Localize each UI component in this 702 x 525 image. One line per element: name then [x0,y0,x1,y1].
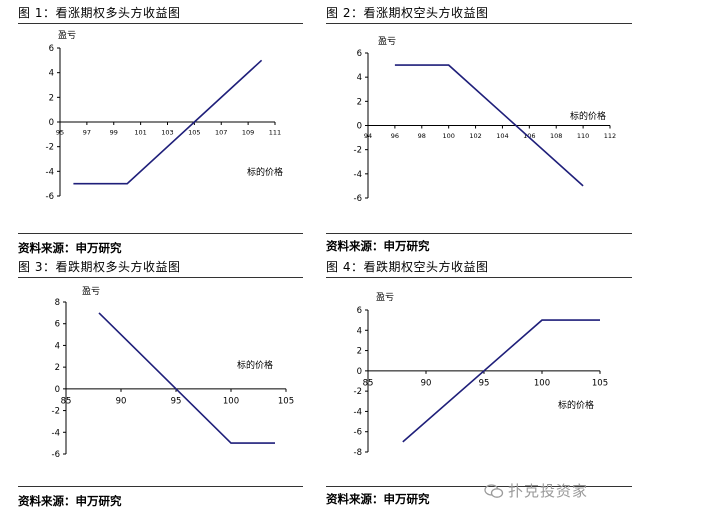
y-axis-label: 盈亏 [82,286,100,297]
y-tick-label: -6 [354,194,362,204]
y-tick-label: -2 [354,387,362,397]
figure-3-title: 图 3：看跌期权多头方收益图 [18,260,181,274]
y-axis-label: 盈亏 [378,36,396,47]
figure-4-title: 图 4：看跌期权空头方收益图 [326,260,489,274]
figure-4-top-rule [326,277,632,278]
x-axis-label: 标的价格 [237,359,273,371]
y-tick-label: 6 [49,44,54,54]
y-tick-label: -4 [354,170,362,180]
y-tick-label: 6 [55,320,60,330]
y-tick-label: 0 [49,118,54,128]
figure-1-title: 图 1：看涨期权多头方收益图 [18,6,181,20]
x-tick-label: 112 [604,132,616,140]
x-tick-label: 100 [442,132,454,140]
x-tick-label: 103 [161,129,173,137]
x-tick-label: 104 [496,132,508,140]
x-tick-label: 107 [215,129,227,137]
x-tick-label: 85 [363,378,374,388]
figure-1-source: 资料来源：申万研究 [18,241,122,255]
figure-4-source: 资料来源：申万研究 [326,492,430,506]
y-tick-label: 0 [55,385,60,395]
y-tick-label: 2 [55,363,60,373]
x-tick-label: 95 [479,378,490,388]
x-tick-label: 95 [56,129,64,137]
y-axis-label: 盈亏 [58,30,76,41]
x-tick-label: 90 [421,378,432,388]
x-tick-label: 108 [550,132,562,140]
y-tick-label: -4 [52,428,60,438]
figure-3-top-rule [18,277,303,278]
x-tick-label: 98 [418,132,426,140]
y-tick-label: 4 [49,69,54,79]
x-tick-label: 102 [469,132,481,140]
figure-1-bottom-rule [18,233,303,234]
x-tick-label: 97 [83,129,91,137]
y-axis-label: 盈亏 [376,292,394,303]
figure-2-title: 图 2：看涨期权空头方收益图 [326,6,489,20]
figure-4-bottom-rule [326,486,632,487]
figure-1-top-rule [18,23,303,24]
x-tick-label: 100 [534,378,550,388]
payoff-line [394,64,584,187]
y-tick-label: -8 [354,448,362,458]
y-tick-label: -2 [52,407,60,417]
x-tick-label: 100 [223,396,239,406]
y-tick-label: 0 [357,122,362,132]
y-tick-label: 4 [357,73,362,83]
y-tick-label: 6 [357,306,362,316]
payoff-line [98,312,275,444]
payoff-line [402,319,600,443]
y-tick-label: -2 [46,143,54,153]
x-tick-label: 101 [134,129,146,137]
wechat-icon [484,484,504,498]
figure-2-source: 资料来源：申万研究 [326,239,430,253]
x-tick-label: 110 [577,132,589,140]
figure-3-source: 资料来源：申万研究 [18,494,122,508]
payoff-line [73,59,263,185]
watermark-text: 扑克投资家 [508,482,589,500]
x-tick-label: 105 [188,129,200,137]
y-tick-label: -4 [46,167,54,177]
x-tick-label: 96 [391,132,399,140]
y-tick-label: -6 [354,428,362,438]
x-tick-label: 105 [592,378,608,388]
y-tick-label: 8 [55,298,60,308]
y-tick-label: 2 [49,93,54,103]
x-tick-label: 90 [116,396,127,406]
x-tick-label: 105 [278,396,294,406]
x-tick-label: 99 [110,129,118,137]
y-tick-label: 6 [357,49,362,59]
x-tick-label: 109 [242,129,254,137]
y-tick-label: 2 [357,97,362,107]
y-tick-label: 4 [55,341,60,351]
y-tick-label: 2 [357,347,362,357]
x-tick-label: 95 [171,396,182,406]
x-axis-label: 标的价格 [570,110,606,122]
x-axis-label: 标的价格 [558,399,594,411]
y-tick-label: 0 [357,367,362,377]
x-tick-label: 94 [364,132,372,140]
x-axis-label: 标的价格 [247,166,283,178]
watermark: 扑克投资家 [484,480,588,501]
figure-3-bottom-rule [18,486,303,487]
y-tick-label: 4 [357,326,362,336]
y-tick-label: -6 [46,192,54,202]
figure-2-bottom-rule [326,233,632,234]
x-tick-label: 106 [523,132,535,140]
y-tick-label: -4 [354,407,362,417]
y-tick-label: -2 [354,146,362,156]
figure-2-top-rule [326,23,632,24]
x-tick-label: 85 [61,396,72,406]
y-tick-label: -6 [52,450,60,460]
x-tick-label: 111 [269,129,281,137]
